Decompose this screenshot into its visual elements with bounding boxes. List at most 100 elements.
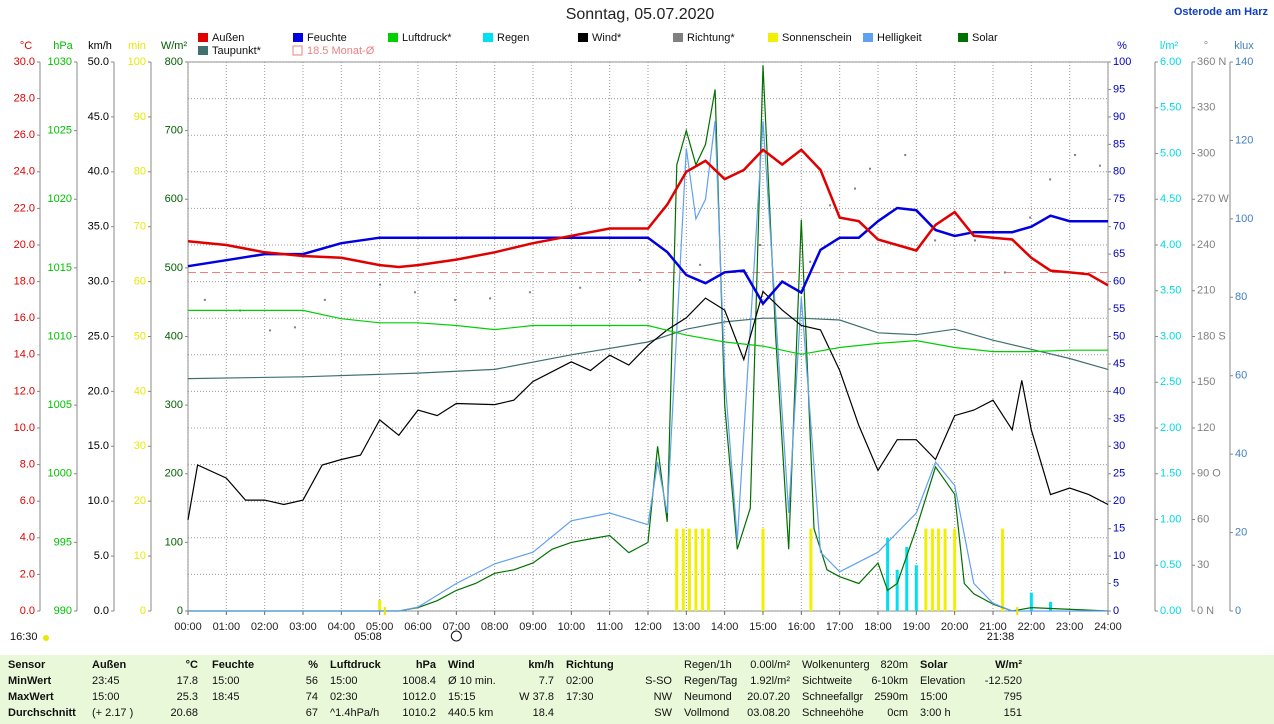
stats-cell: Regen/1h: [684, 659, 732, 671]
y-tick-label: 45.0: [88, 111, 109, 123]
bar: [687, 528, 691, 611]
x-tick-label: 24:00: [1094, 621, 1122, 633]
legend-label: Richtung*: [687, 32, 735, 44]
stats-header: Solar: [920, 659, 948, 671]
y-tick-label: 20: [134, 495, 146, 507]
y-tick-label: 30: [134, 440, 146, 452]
point: [579, 286, 582, 289]
stats-cell: Regen/Tag: [684, 675, 737, 687]
y-tick-label: 60: [1197, 513, 1209, 525]
stats-value: 17.8: [177, 675, 198, 687]
point: [973, 239, 976, 242]
y-tick-label: 400: [165, 330, 183, 342]
y-tick-label: 35: [1113, 413, 1125, 425]
y-tick-label: 120: [1197, 422, 1215, 434]
point: [758, 244, 761, 246]
stats-unit: hPa: [416, 659, 437, 671]
stats-cell: 15:15: [448, 691, 476, 703]
x-tick-label: 01:00: [213, 621, 241, 633]
stats-value: 56: [306, 675, 318, 687]
legend-label: Solar: [972, 32, 998, 44]
stats-cell: 17:30: [566, 691, 594, 703]
y-tick-label: 800: [165, 56, 183, 68]
x-tick-label: 14:00: [711, 621, 739, 633]
axis-unit: °: [1204, 40, 1208, 52]
stats-value: S-SO: [645, 675, 672, 687]
stats-value: 74: [306, 691, 318, 703]
y-tick-label: 300: [1197, 147, 1215, 159]
x-tick-label: 10:00: [558, 621, 586, 633]
x-tick-label: 15:00: [749, 621, 777, 633]
stats-header: Außen: [92, 659, 127, 671]
stats-value: 25.3: [177, 691, 198, 703]
y-tick-label: 70: [1113, 221, 1125, 233]
legend-swatch: [293, 33, 303, 42]
y-tick-label: 3.00: [1160, 330, 1181, 342]
x-tick-label: 11:00: [596, 621, 623, 633]
y-tick-label: 10: [1113, 550, 1125, 562]
stats-value: 1008.4: [402, 675, 436, 687]
bar: [675, 528, 679, 611]
y-tick-label: 180 S: [1197, 330, 1226, 342]
moon-icon: [450, 630, 462, 642]
stats-cell: Schneefallgr: [802, 691, 863, 703]
stats-value: 820m: [880, 659, 908, 671]
series-line: [187, 148, 1109, 287]
x-tick-label: 02:00: [251, 621, 279, 633]
axis-unit: %: [1117, 40, 1127, 52]
point: [638, 279, 641, 282]
y-tick-label: 240: [1197, 239, 1215, 251]
stats-label: MinWert: [8, 675, 52, 687]
stats-cell: 15:00: [330, 675, 358, 687]
y-tick-label: 4.0: [20, 532, 35, 544]
bar: [895, 569, 899, 611]
y-tick-label: 5.0: [94, 550, 109, 562]
y-tick-label: 80: [134, 166, 146, 178]
x-tick-label: 21:00: [979, 621, 1007, 633]
y-tick-label: 50: [134, 330, 146, 342]
y-tick-label: 12.0: [14, 385, 35, 397]
bar: [943, 528, 947, 611]
y-tick-label: 120: [1235, 134, 1253, 146]
point: [528, 291, 531, 294]
x-tick-label: 03:00: [289, 621, 317, 633]
legend-swatch: [198, 46, 208, 55]
point: [269, 329, 272, 332]
bar: [681, 528, 685, 611]
y-tick-label: 60: [1113, 276, 1125, 288]
point: [413, 291, 416, 294]
y-tick-label: 140: [1235, 56, 1253, 68]
stats-value: 6-10km: [871, 675, 908, 687]
point: [829, 204, 832, 207]
stats-value: W 37.8: [519, 691, 554, 703]
stats-unit: °C: [186, 659, 198, 671]
y-tick-label: 30: [1197, 559, 1209, 571]
y-tick-label: 40: [1113, 385, 1125, 397]
stats-panel: [0, 655, 1274, 724]
x-tick-label: 17:00: [826, 621, 854, 633]
point: [854, 187, 856, 190]
y-tick-label: 0: [1113, 605, 1119, 617]
y-tick-label: 80: [1235, 291, 1247, 303]
series-line: [187, 206, 1108, 306]
stats-value: 2590m: [874, 691, 908, 703]
axis-unit: klux: [1234, 40, 1254, 52]
legend-swatch: [673, 33, 683, 42]
stats-header: Feuchte: [212, 659, 254, 671]
y-tick-label: 1.00: [1160, 513, 1181, 525]
stats-value: 0cm: [887, 707, 908, 719]
y-tick-label: 270 W: [1197, 193, 1229, 205]
y-tick-label: 60: [1235, 370, 1247, 382]
stats-value: 20.68: [170, 707, 198, 719]
series-line: [187, 290, 1109, 521]
y-tick-label: 16.0: [14, 312, 35, 324]
stats-value: SW: [654, 707, 672, 719]
y-tick-label: 6.0: [20, 495, 35, 507]
axis-unit: l/m²: [1160, 40, 1179, 52]
x-tick-label: 05:00: [366, 621, 394, 633]
y-tick-label: 1000: [48, 468, 72, 480]
y-tick-label: 5: [1113, 577, 1119, 589]
y-tick-label: 10: [134, 550, 146, 562]
point: [934, 239, 937, 242]
